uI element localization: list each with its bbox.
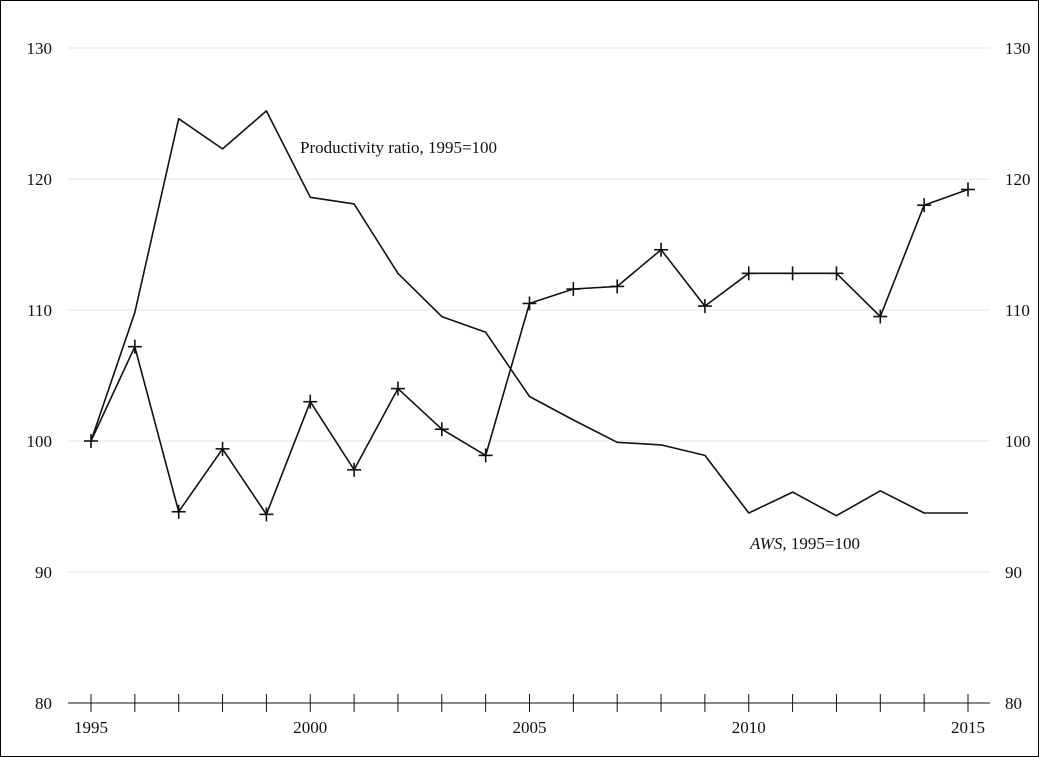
data-point-aws-2011 [785, 266, 800, 281]
data-point-aws-2003 [434, 422, 449, 437]
data-point-aws-2002 [390, 381, 405, 396]
y-tick-label-right-130: 130 [1005, 39, 1031, 58]
data-point-aws-1998 [215, 441, 230, 456]
data-point-aws-2013 [873, 309, 888, 324]
annotation-productivity: Productivity ratio, 1995=100 [300, 138, 497, 157]
annotation-aws: AWS, 1995=100 [749, 534, 860, 553]
y-tick-label-left-90: 90 [35, 563, 52, 582]
y-tick-label-right-90: 90 [1005, 563, 1022, 582]
annotation-aws-rest: , 1995=100 [782, 534, 860, 553]
y-tick-label-left-100: 100 [27, 432, 53, 451]
data-point-aws-1999 [259, 507, 274, 522]
y-tick-label-left-130: 130 [27, 39, 53, 58]
data-point-aws-1996 [127, 339, 142, 354]
x-axis: 1995 2000 2005 2010 2015 [68, 694, 990, 737]
data-point-aws-2012 [829, 266, 844, 281]
y-axis-labels: 80 80 90 90 100 100 110 110 120 120 130 130 [27, 39, 1031, 713]
data-point-aws-2008 [654, 242, 669, 257]
x-tick-label-2005: 2005 [513, 718, 547, 737]
x-tick-label-2015: 2015 [951, 718, 985, 737]
series-markers [84, 182, 975, 522]
y-tick-label-right-80: 80 [1005, 694, 1022, 713]
data-point-aws-2005 [522, 296, 537, 311]
data-point-aws-2009 [697, 299, 712, 314]
x-tick-label-2010: 2010 [732, 718, 766, 737]
annotation-aws-italic: AWS [749, 534, 783, 553]
data-point-aws-2001 [347, 462, 362, 477]
data-point-aws-1997 [171, 504, 186, 519]
x-tick-label-2000: 2000 [293, 718, 327, 737]
y-tick-label-left-80: 80 [35, 694, 52, 713]
y-tick-label-left-120: 120 [27, 170, 53, 189]
data-point-aws-2007 [610, 279, 625, 294]
data-point-aws-2010 [741, 266, 756, 281]
series-line-1 [90, 110, 968, 517]
y-tick-label-right-120: 120 [1005, 170, 1031, 189]
data-point-aws-2000 [303, 394, 318, 409]
y-tick-label-right-100: 100 [1005, 432, 1031, 451]
x-tick-label-1995: 1995 [74, 718, 108, 737]
y-tick-label-right-110: 110 [1005, 301, 1030, 320]
data-point-aws-1995 [84, 434, 98, 448]
data-point-aws-2015 [961, 182, 975, 197]
data-point-aws-2014 [917, 198, 932, 213]
y-tick-label-left-110: 110 [27, 301, 52, 320]
data-point-aws-2006 [566, 282, 581, 297]
data-point-aws-2004 [478, 448, 493, 463]
